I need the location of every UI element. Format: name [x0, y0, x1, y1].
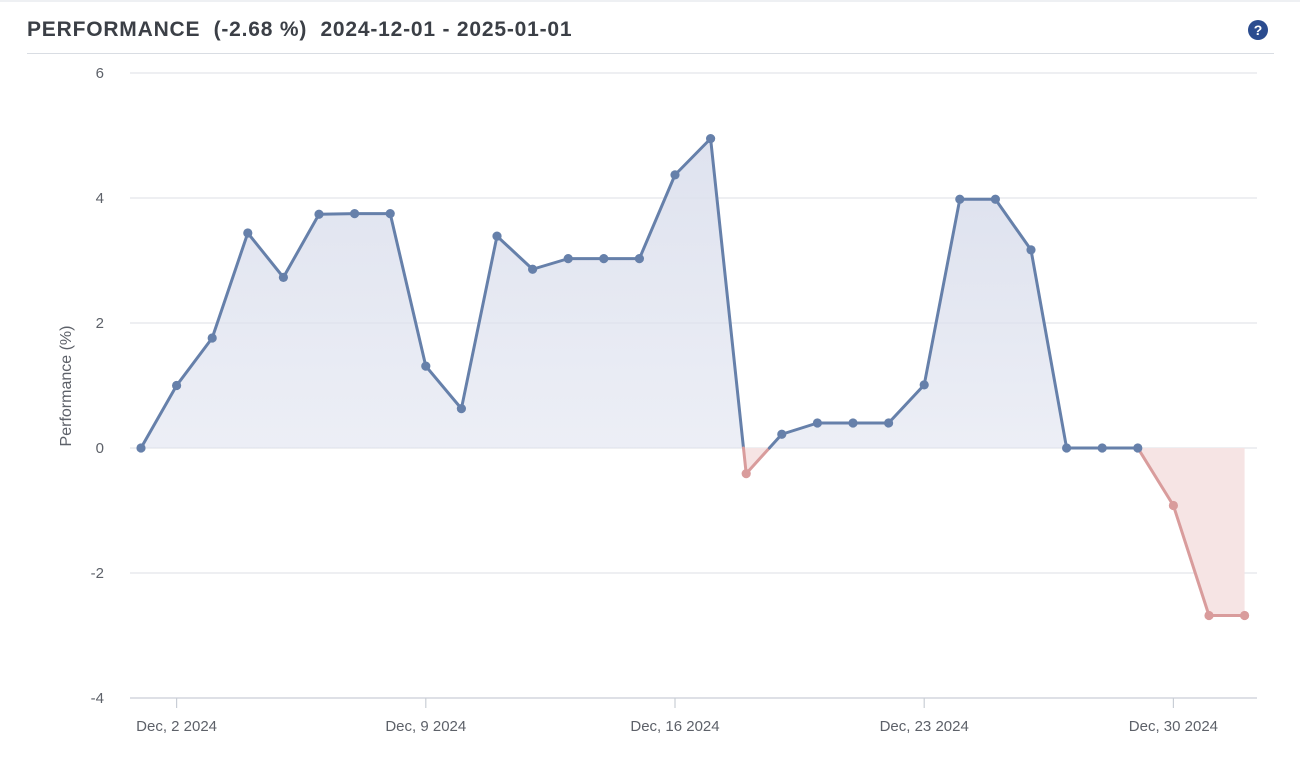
data-point [207, 333, 217, 343]
data-point [919, 380, 929, 390]
data-point [848, 418, 858, 428]
data-point [492, 231, 502, 241]
x-tick-label: Dec, 2 2024 [136, 718, 217, 735]
data-point [777, 429, 787, 439]
data-point [1062, 443, 1072, 453]
data-point [528, 264, 538, 274]
y-tick-label: 6 [96, 65, 104, 82]
data-point [350, 209, 360, 219]
data-point [955, 194, 965, 204]
positive-area [769, 199, 1138, 448]
positive-series-line [767, 197, 1140, 450]
positive-series-line [139, 137, 745, 450]
data-point [278, 272, 288, 282]
data-point [1168, 500, 1178, 511]
data-points [136, 134, 1250, 621]
y-tick-label: -4 [91, 690, 104, 707]
axis-labels: Performance (%) -4 -2 0 2 4 6 Dec, 2 2024 Dec, … [58, 65, 1218, 735]
data-point [172, 380, 182, 391]
data-point [421, 361, 431, 371]
data-point [136, 443, 146, 453]
data-point [385, 209, 395, 219]
y-tick-label: -2 [91, 565, 104, 582]
data-point [741, 469, 751, 479]
data-point [990, 194, 1001, 204]
positive-area [141, 138, 744, 448]
panel-header: PERFORMANCE (-2.68 %) 2024-12-01 - 2025-… [27, 14, 1274, 54]
x-tick-label: Dec, 30 2024 [1129, 718, 1218, 735]
data-point [243, 228, 253, 238]
data-point [812, 418, 823, 428]
performance-change: (-2.68 %) [213, 18, 308, 41]
data-point [1133, 443, 1143, 453]
y-axis-title: Performance (%) [58, 326, 75, 447]
data-point [884, 418, 894, 428]
y-tick-label: 2 [96, 315, 104, 332]
date-range: 2024-12-01 - 2025-01-01 [320, 18, 573, 41]
data-point [670, 170, 680, 180]
top-divider [0, 0, 1300, 2]
data-point [563, 254, 573, 264]
series-lines [139, 137, 1247, 617]
axes [130, 697, 1257, 708]
y-tick-label: 4 [96, 190, 104, 207]
data-point [634, 254, 645, 264]
x-tick-label: Dec, 23 2024 [880, 718, 969, 735]
data-point [314, 209, 324, 219]
data-point [1026, 245, 1036, 255]
area-fills [141, 138, 1245, 616]
title-label: PERFORMANCE [27, 18, 201, 41]
panel-title: PERFORMANCE (-2.68 %) 2024-12-01 - 2025-… [27, 18, 572, 42]
question-circle-icon[interactable]: ? [1248, 20, 1268, 40]
data-point [456, 404, 466, 414]
x-tick-label: Dec, 9 2024 [385, 718, 466, 735]
data-point [1097, 443, 1107, 453]
data-point [1204, 610, 1214, 621]
x-tick-label: Dec, 16 2024 [630, 718, 719, 735]
data-point [599, 254, 609, 264]
data-point [1240, 610, 1250, 621]
y-tick-label: 0 [96, 440, 104, 457]
data-point [706, 134, 716, 144]
negative-series-line [1136, 446, 1247, 617]
